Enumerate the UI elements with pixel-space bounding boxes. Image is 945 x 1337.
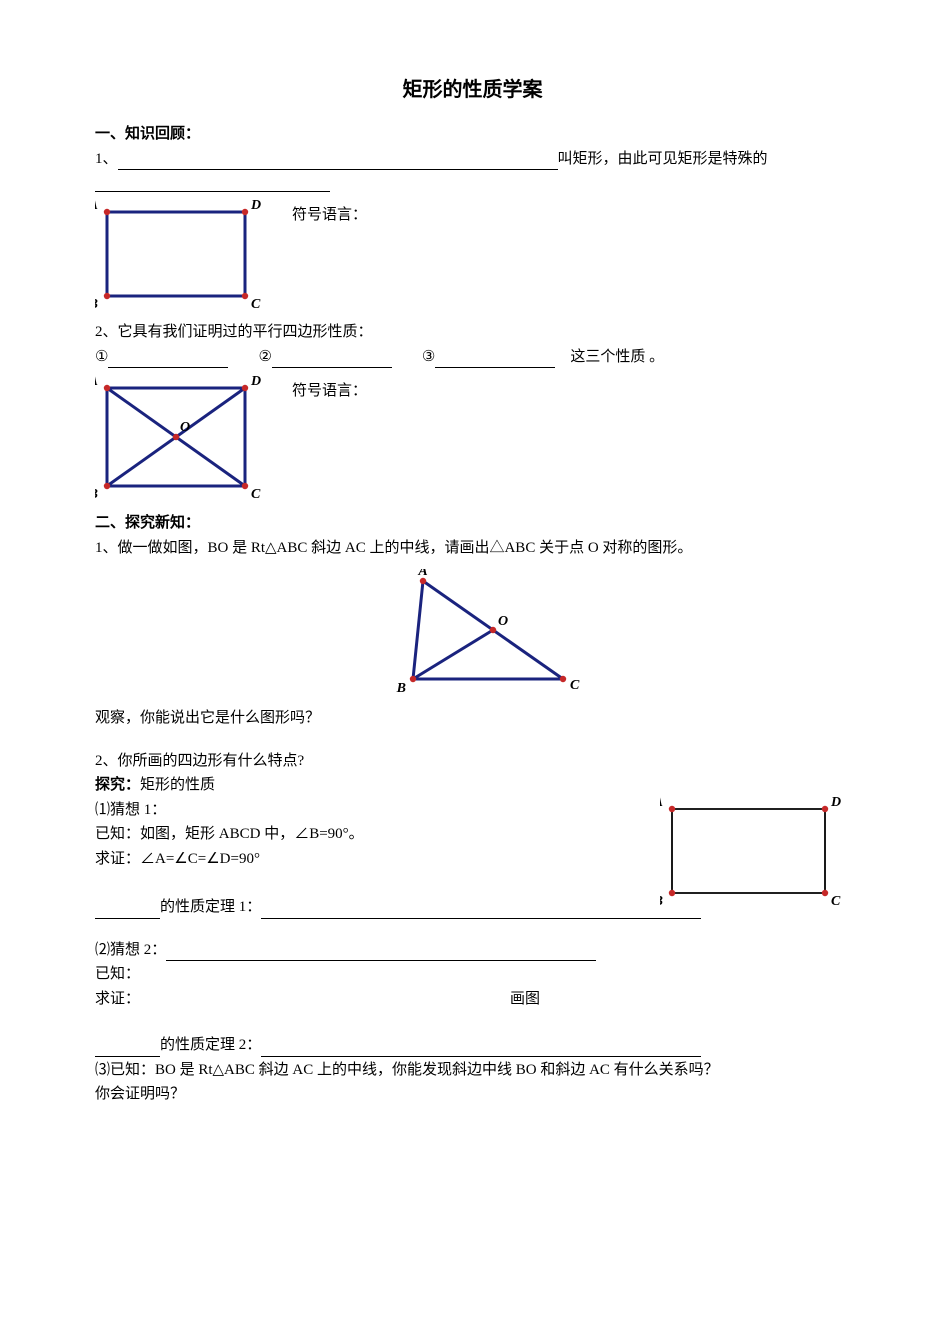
guess2-lbl: ⑵猜想 2：	[95, 939, 166, 962]
th1-blank2	[261, 901, 701, 919]
svg-text:D: D	[830, 797, 841, 810]
figure-1-row: A D B C 符号语言：	[95, 200, 850, 315]
known2: 已知：	[95, 963, 850, 986]
svg-text:A: A	[417, 569, 427, 579]
rect-figure-3: A D B C	[660, 797, 850, 912]
section-head-2: 二、探究新知：	[95, 512, 850, 535]
p3b: 你会证明吗？	[95, 1083, 850, 1106]
q1-blank	[118, 152, 558, 170]
known-txt: 如图，矩形 ABCD 中，∠B=90°。	[140, 826, 364, 842]
svg-text:A: A	[660, 797, 663, 810]
svg-text:D: D	[250, 376, 261, 389]
svg-text:D: D	[250, 200, 261, 213]
q2-blank3	[435, 350, 555, 368]
svg-text:O: O	[180, 420, 190, 435]
th2-blank2	[261, 1039, 701, 1057]
svg-text:B: B	[660, 894, 663, 909]
svg-text:O: O	[498, 614, 508, 629]
q2-c2: ②	[258, 346, 271, 369]
p3a: ⑶已知：BO 是 Rt△ABC 斜边 AC 上的中线，你能发现斜边中线 BO 和…	[95, 1059, 850, 1082]
q2-line1: 2、它具有我们证明过的平行四边形性质：	[95, 321, 850, 344]
q1-blank2	[95, 174, 330, 192]
known-lbl: 已知：	[95, 826, 140, 842]
q2-tail: 这三个性质 。	[570, 346, 664, 369]
prove2-lbl: 求证：	[95, 988, 140, 1011]
q1-lead: 1、	[95, 148, 118, 171]
rect-figure-1: A D B C	[95, 200, 270, 315]
page-title: 矩形的性质学案	[95, 75, 850, 105]
svg-text:A: A	[95, 376, 98, 389]
q1-line2	[95, 174, 850, 192]
svg-text:C: C	[831, 894, 841, 909]
figure-2-row: A D B C O 符号语言：	[95, 376, 850, 506]
draw-label: 画图	[510, 988, 540, 1011]
guess2-blank	[166, 943, 596, 961]
p1: 1、做一做如图，BO 是 Rt△ABC 斜边 AC 上的中线，请画出△ABC 关…	[95, 537, 850, 560]
theorem2: 的性质定理 2：	[95, 1034, 850, 1057]
prove-txt: ∠A=∠C=∠D=90°	[140, 851, 260, 867]
svg-text:B: B	[395, 681, 405, 696]
p1-obs: 观察，你能说出它是什么图形吗？	[95, 707, 850, 730]
p2-explore: 探究：矩形的性质	[95, 774, 850, 797]
q2-c3: ③	[422, 346, 435, 369]
svg-text:C: C	[251, 487, 261, 502]
th1-tail: 的性质定理 1：	[160, 896, 261, 919]
fig2-label: 符号语言：	[292, 376, 367, 403]
q2-c1: ①	[95, 346, 108, 369]
q1-line1: 1、 叫矩形，由此可见矩形是特殊的	[95, 148, 850, 171]
q1-tail: 叫矩形，由此可见矩形是特殊的	[558, 148, 768, 171]
svg-text:B: B	[95, 297, 98, 312]
q2-line2: ① ② ③ 这三个性质 。	[95, 346, 850, 369]
svg-text:C: C	[251, 297, 261, 312]
q2-blank2	[272, 350, 392, 368]
figure-3-row: A B C O	[95, 569, 850, 697]
section-head-1: 一、知识回顾：	[95, 123, 850, 146]
p2-explore-lbl: 探究：	[95, 777, 140, 793]
triangle-figure: A B C O	[353, 569, 593, 697]
guess2: ⑵猜想 2：	[95, 939, 850, 962]
p2-q: 2、你所画的四边形有什么特点?	[95, 750, 850, 773]
svg-text:B: B	[95, 487, 98, 502]
guess1-block: ⑴猜想 1： 已知：如图，矩形 ABCD 中，∠B=90°。 求证：∠A=∠C=…	[95, 799, 850, 871]
fig1-label: 符号语言：	[292, 200, 367, 227]
q2-blank1	[108, 350, 228, 368]
th2-blank1	[95, 1039, 160, 1057]
prove-lbl: 求证：	[95, 851, 140, 867]
th1-blank1	[95, 901, 160, 919]
svg-text:A: A	[95, 200, 98, 213]
svg-text:C: C	[570, 678, 580, 693]
th2-tail: 的性质定理 2：	[160, 1034, 261, 1057]
p2-explore-t: 矩形的性质	[140, 777, 215, 793]
prove2: 求证： 画图	[95, 988, 850, 1011]
rect-figure-2: A D B C O	[95, 376, 270, 506]
